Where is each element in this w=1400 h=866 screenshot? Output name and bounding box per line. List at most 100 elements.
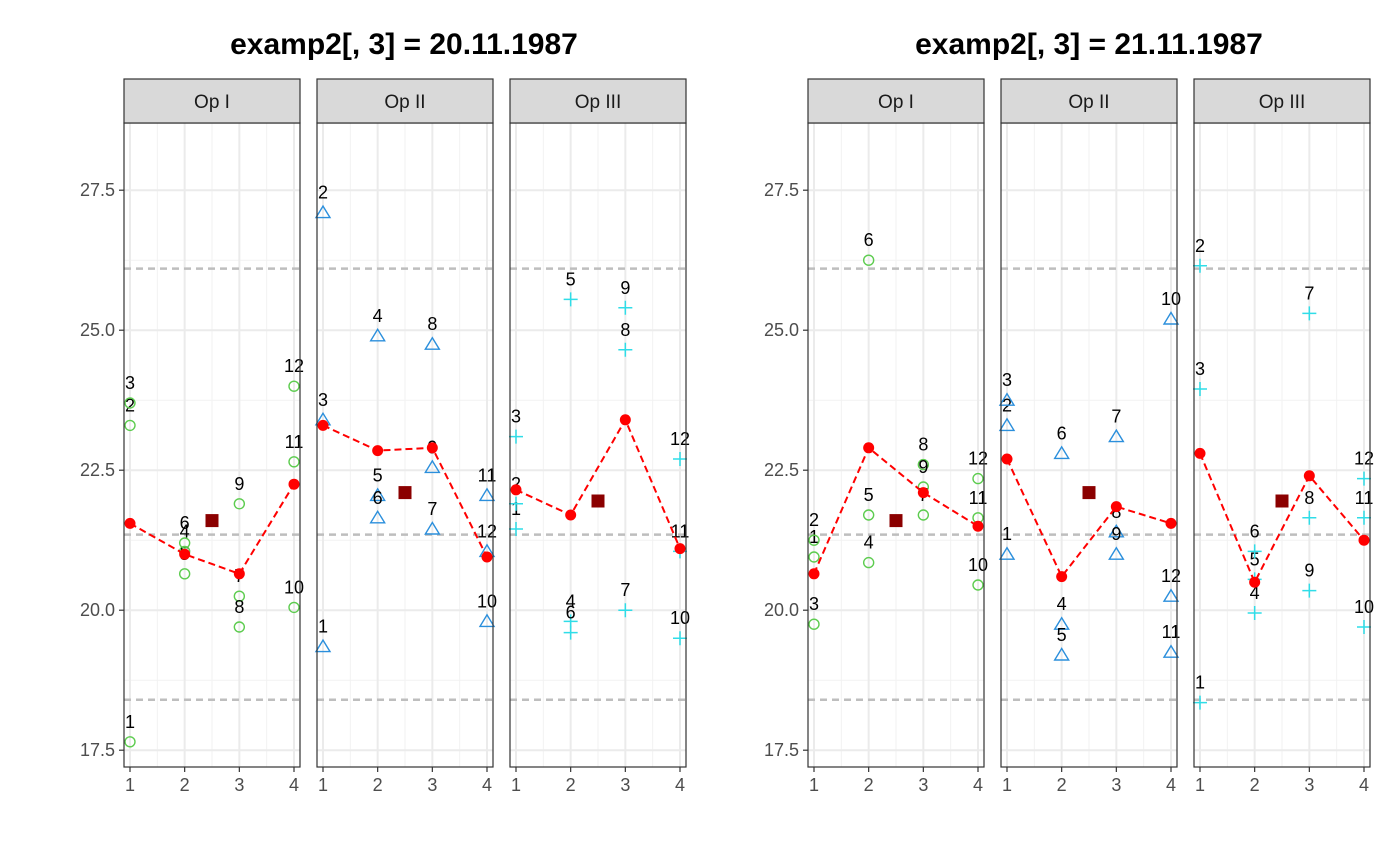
data-point [1053,616,1070,630]
x-tick-label: 3 [234,775,244,795]
data-point-label: 3 [511,407,521,427]
mean-point [233,568,245,580]
mean-point [372,445,384,457]
data-point-label: 9 [1111,524,1121,544]
facet-strip [1000,78,1178,124]
mean-point [510,484,522,496]
data-point-label: 7 [1304,283,1314,303]
facet-strip-label: Op II [384,92,425,113]
data-point-label: 9 [918,457,928,477]
facet-strip [123,78,301,124]
y-tick-label: 17.5 [764,740,799,760]
mean-point [972,520,984,532]
data-point [424,521,441,535]
data-point-label: 1 [318,617,328,637]
data-point-label: 5 [373,465,383,485]
x-tick-label: 4 [289,775,299,795]
data-point [1162,644,1180,658]
y-tick-label: 22.5 [764,460,799,480]
data-point [998,546,1016,560]
grand-mean-point [398,486,412,500]
data-point [124,397,136,409]
x-tick-label: 1 [318,775,328,795]
facet-strip [509,78,687,124]
data-point-label: 1 [809,527,819,547]
data-point-label: 12 [968,449,988,469]
data-point [369,327,386,342]
data-point [369,487,386,502]
data-point-label: 11 [1162,622,1181,642]
mean-point [808,568,820,580]
data-point-label: 6 [1250,521,1260,541]
data-point [509,496,523,511]
x-tick-label: 4 [973,775,983,795]
data-point-label: 6 [1057,423,1067,443]
x-tick-label: 1 [511,775,521,795]
x-tick-label: 4 [1166,775,1176,795]
data-point [563,625,578,640]
mean-line [1006,458,1172,579]
data-point-label: 4 [864,533,874,553]
mean-point [179,548,191,560]
data-point [998,392,1016,406]
data-point-label: 8 [1304,488,1314,508]
data-point [288,601,300,614]
mean-point [1249,576,1261,588]
data-point-label: 10 [670,608,690,628]
data-point-label: 8 [620,320,630,340]
data-point-label: 2 [125,395,135,415]
y-tick-label: 17.5 [80,740,115,760]
data-point [233,590,246,602]
data-point-label: 5 [1057,625,1067,645]
data-point [1302,583,1317,598]
data-point-label: 10 [1161,289,1181,309]
mean-line [515,417,681,549]
data-point-label: 12 [1161,566,1181,586]
data-point-label: 4 [1057,594,1067,614]
data-point-label: 8 [234,597,244,617]
data-point [424,459,441,474]
data-point [673,452,687,466]
data-point [314,638,332,653]
y-tick-label: 27.5 [80,180,115,200]
chart-figure-1: examp2[, 3] = 20.11.1987 17.5 20.0 22.5 25.0… [80,28,690,795]
data-point [288,380,300,392]
mean-point [1165,517,1177,529]
data-point [1162,311,1180,325]
data-point [288,456,300,468]
data-point [1302,510,1317,525]
mean-line [129,483,295,576]
grand-mean-point [1275,494,1289,508]
facet-strip [1193,78,1371,124]
data-point-label: 2 [511,474,521,494]
data-point-label: 12 [284,356,304,376]
y-tick-label: 20.0 [764,600,799,620]
data-point-label: 7 [1111,407,1121,427]
data-point [369,509,386,524]
data-point [1247,544,1262,559]
data-point-label: 4 [373,306,383,326]
y-tick-label: 27.5 [764,180,799,200]
x-tick-label: 4 [482,775,492,795]
data-point [1108,523,1125,538]
data-point-label: 1 [125,712,135,732]
mean-line [813,446,979,575]
mean-point [619,414,631,426]
y-tick-label: 20.0 [80,600,115,620]
data-point-label: 6 [180,513,190,533]
data-point-label: 11 [478,465,497,485]
data-point-label: 2 [318,183,328,203]
y-tick-label: 25.0 [764,320,799,340]
mean-point [288,478,300,490]
data-point [1053,445,1070,460]
data-point-label: 6 [864,230,874,250]
data-point-label: 4 [1250,583,1260,603]
mean-line [1199,453,1365,585]
data-point-label: 7 [620,580,630,600]
x-tick-label: 2 [180,775,190,795]
mean-point [426,442,438,454]
data-point-label: 9 [234,474,244,494]
